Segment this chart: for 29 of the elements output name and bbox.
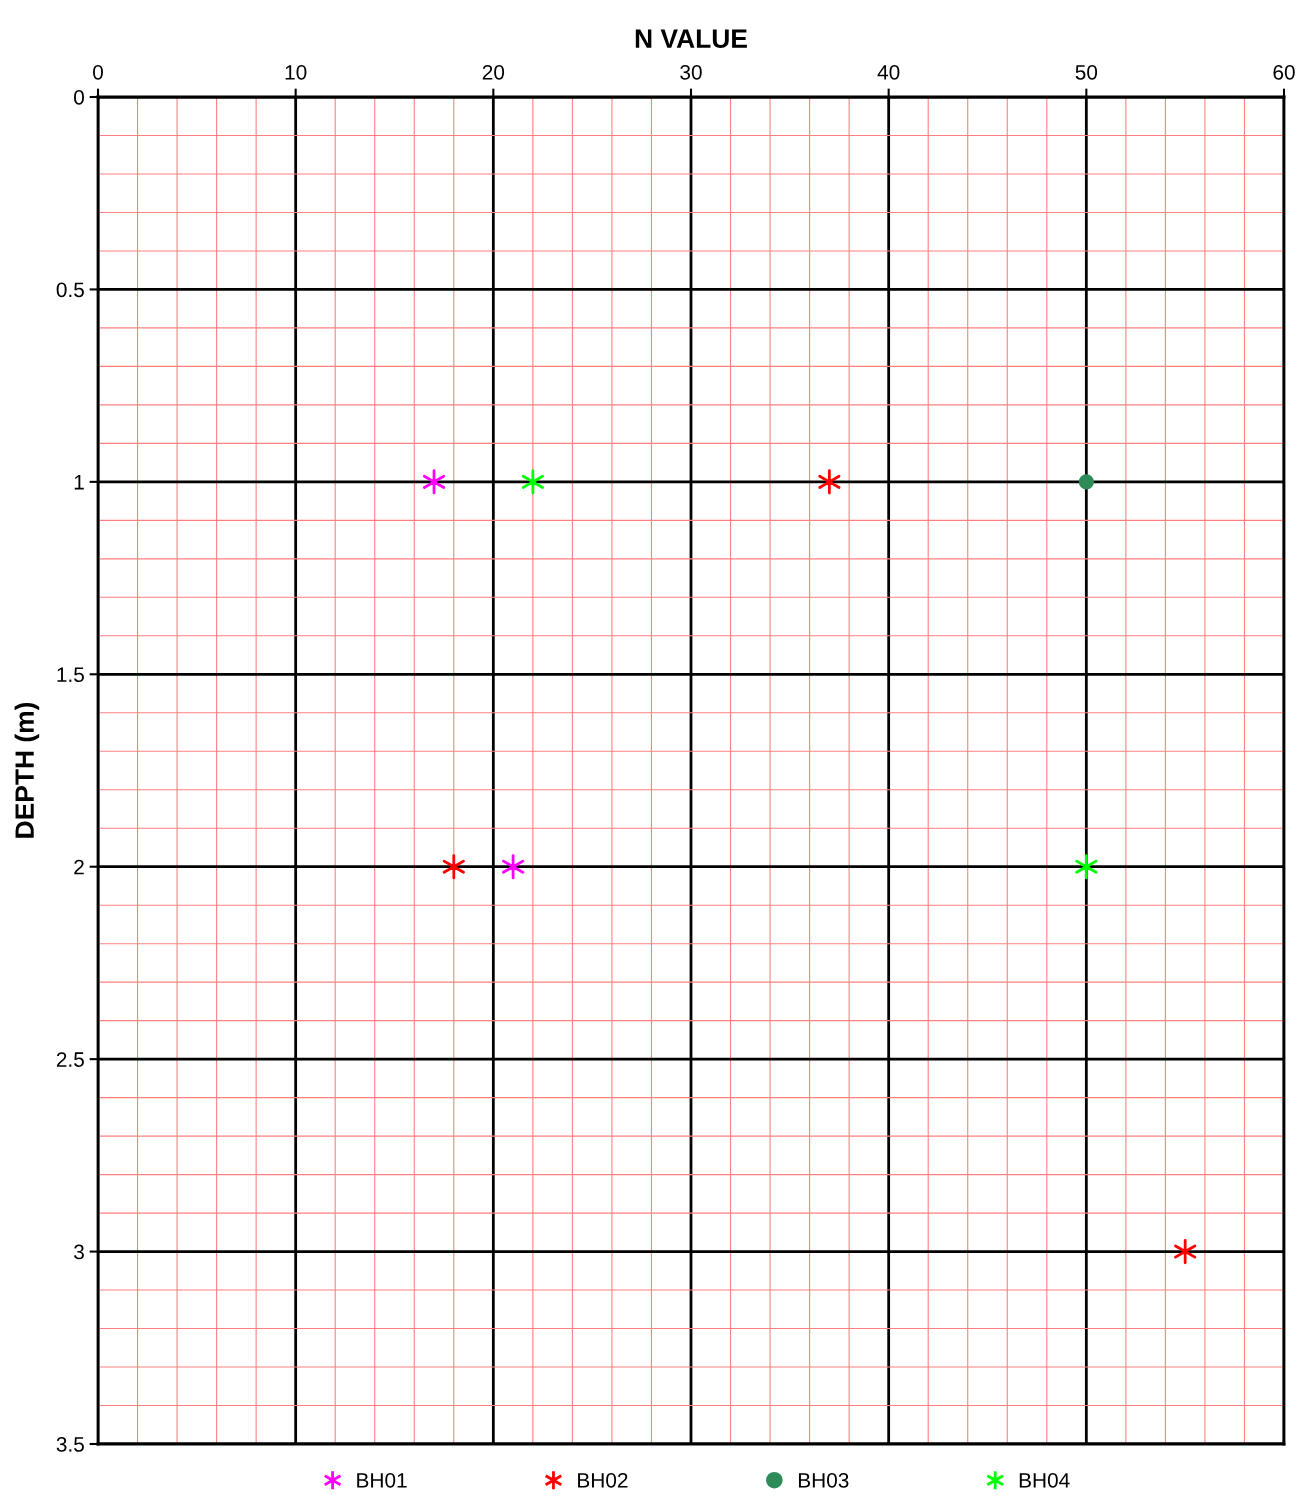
x-tick-label: 0 — [93, 64, 103, 80]
legend-label: BH01 — [357, 1472, 407, 1488]
y-tick-label: 1.5 — [57, 667, 84, 683]
legend-label: BH03 — [798, 1472, 849, 1488]
y-tick-label: 2 — [74, 859, 84, 875]
y-tick-label: 3 — [74, 1244, 84, 1260]
y-tick-label: 1 — [74, 475, 84, 490]
point — [442, 854, 465, 880]
x-axis-title: N VALUE — [635, 29, 747, 48]
point — [1075, 854, 1098, 880]
x-tick-label: 10 — [285, 64, 307, 80]
point — [1078, 474, 1094, 490]
y-tick-label: 0 — [74, 90, 84, 105]
y-axis-title: DEPTH (m) — [14, 702, 40, 838]
point — [422, 469, 446, 495]
y-tick-label: 3.5 — [56, 1437, 84, 1452]
point — [818, 469, 841, 495]
legend-label: BH02 — [578, 1472, 628, 1488]
x-tick-label: 30 — [680, 64, 702, 80]
x-tick-label: 40 — [877, 64, 900, 80]
point — [521, 469, 544, 495]
y-tick-label: 2.5 — [56, 1052, 84, 1067]
legend-label: BH04 — [1019, 1472, 1070, 1488]
x-tick-label: 50 — [1075, 64, 1098, 80]
point — [1174, 1238, 1197, 1265]
y-tick-label: 0.5 — [56, 282, 84, 298]
x-tick-label: 20 — [482, 64, 505, 80]
x-tick-label: 60 — [1273, 64, 1295, 80]
point — [502, 854, 525, 880]
